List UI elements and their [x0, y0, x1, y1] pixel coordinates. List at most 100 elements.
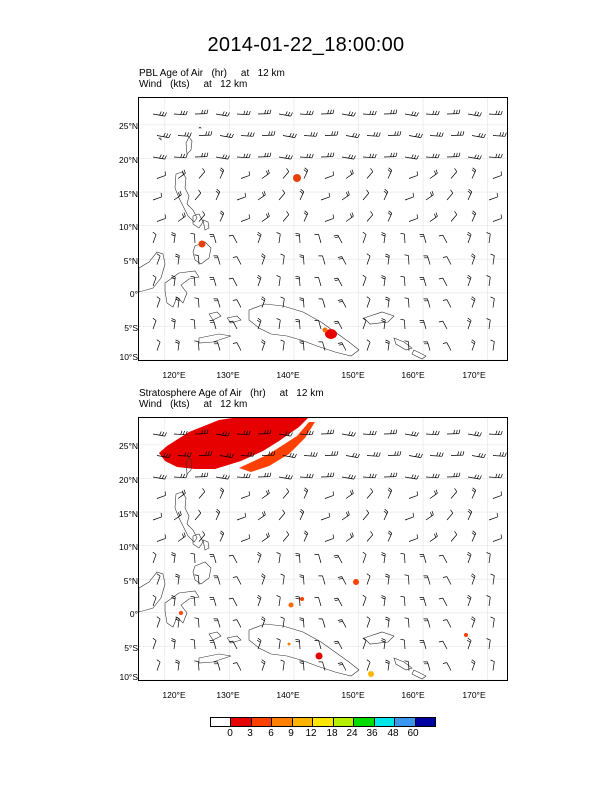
wind-barb — [438, 597, 448, 607]
wind-barb — [423, 661, 431, 671]
wind-barb — [282, 168, 290, 179]
wind-barb — [260, 616, 266, 628]
wind-barb — [314, 276, 322, 287]
wind-barb — [190, 595, 196, 607]
wind-barb — [240, 132, 255, 137]
wind-barb — [236, 110, 251, 116]
wind-barb — [256, 637, 262, 650]
wind-barb — [400, 638, 406, 650]
wind-barb — [318, 341, 326, 351]
wind-barb — [209, 276, 217, 287]
wind-barb — [314, 319, 322, 330]
coast-taiwan — [185, 456, 193, 475]
tracer-blob — [288, 602, 294, 608]
wind-barb — [219, 132, 234, 138]
panel1-lat-label: 5°N — [123, 256, 138, 266]
wind-barb — [492, 214, 502, 222]
colorbar-label: 3 — [247, 728, 253, 739]
wind-barb — [152, 637, 157, 650]
wind-barb — [345, 169, 354, 179]
wind-barb — [490, 573, 495, 585]
wind-barb — [470, 573, 476, 585]
wind-barb — [213, 255, 221, 265]
wind-barb — [228, 320, 238, 330]
age-of-air-shading — [198, 174, 337, 339]
pbl-age-of-air-map — [138, 97, 508, 361]
wind-barb — [299, 189, 305, 201]
wind-barb — [341, 510, 350, 521]
wind-barb — [228, 277, 238, 287]
panel1-lon-label: 130°E — [216, 370, 240, 380]
wind-barb — [177, 132, 192, 137]
wind-barb — [362, 189, 370, 201]
wind-barb — [156, 616, 161, 628]
wind-barb — [303, 210, 309, 222]
wind-barb — [404, 254, 410, 265]
wind-barb — [446, 109, 461, 115]
panel1-label-line2: Wind (kts) at 12 km — [139, 79, 248, 90]
colorbar-swatch — [354, 718, 375, 726]
wind-barb — [423, 341, 431, 351]
wind-barb — [383, 109, 398, 115]
wind-barb — [299, 430, 314, 436]
wind-barb — [276, 275, 281, 287]
wind-barb — [470, 253, 476, 265]
wind-barb — [366, 616, 371, 628]
wind-barb — [324, 534, 334, 542]
panel2-lon-label: 160°E — [401, 690, 425, 700]
wind-barb — [341, 431, 356, 437]
wind-barb — [173, 473, 188, 479]
wind-barb — [173, 430, 188, 436]
wind-barb — [486, 232, 491, 244]
wind-barb — [381, 318, 386, 330]
wind-barb — [278, 189, 286, 201]
wind-barb — [173, 110, 188, 116]
wind-barb — [278, 154, 293, 160]
wind-barb — [450, 211, 458, 222]
wind-barb — [175, 616, 180, 628]
wind-barb — [429, 132, 444, 137]
wind-barb — [299, 340, 305, 351]
colorbar-label: 24 — [346, 728, 358, 739]
wind-barb — [156, 253, 161, 265]
wind-barb — [213, 618, 221, 628]
wind-barb — [466, 317, 472, 330]
wind-barb — [219, 487, 225, 499]
wind-barb — [429, 212, 438, 222]
wind-barb — [299, 153, 314, 159]
stratospheric-intrusion-edge — [239, 422, 315, 472]
wind-barb — [282, 132, 297, 138]
coast-borneo — [139, 571, 166, 613]
wind-barb — [442, 342, 452, 351]
panel2-label-line1: Stratosphere Age of Air (hr) at 12 km — [139, 388, 324, 399]
wind-barb — [190, 232, 196, 244]
wind-barb — [318, 661, 326, 671]
wind-barb — [232, 256, 242, 265]
panel2-lat-label: 10°S — [119, 672, 138, 682]
wind-barb — [190, 275, 196, 287]
wind-barb — [236, 153, 251, 159]
panel2-lat-label: 25°N — [119, 441, 138, 451]
colorbar-label: 0 — [227, 728, 233, 739]
wind-barb — [446, 472, 461, 478]
wind-barb — [429, 169, 438, 179]
wind-barb — [471, 530, 477, 542]
wind-barb — [333, 554, 343, 564]
wind-barb — [175, 573, 180, 585]
wind-barb — [486, 595, 491, 607]
wind-barb — [446, 429, 461, 435]
wind-barb — [256, 317, 262, 330]
wind-barb — [278, 111, 293, 117]
wind-barb — [209, 319, 217, 330]
coast-taiwan — [185, 136, 193, 155]
wind-barb — [404, 340, 410, 351]
wind-barb — [404, 154, 419, 160]
wind-barb — [260, 659, 266, 671]
wind-barb — [362, 231, 367, 244]
wind-barb — [276, 232, 281, 244]
wind-barb — [442, 619, 452, 628]
wind-barb — [442, 299, 452, 308]
wind-barb — [471, 210, 477, 222]
wind-barb — [261, 451, 276, 456]
wind-barb — [429, 532, 438, 542]
